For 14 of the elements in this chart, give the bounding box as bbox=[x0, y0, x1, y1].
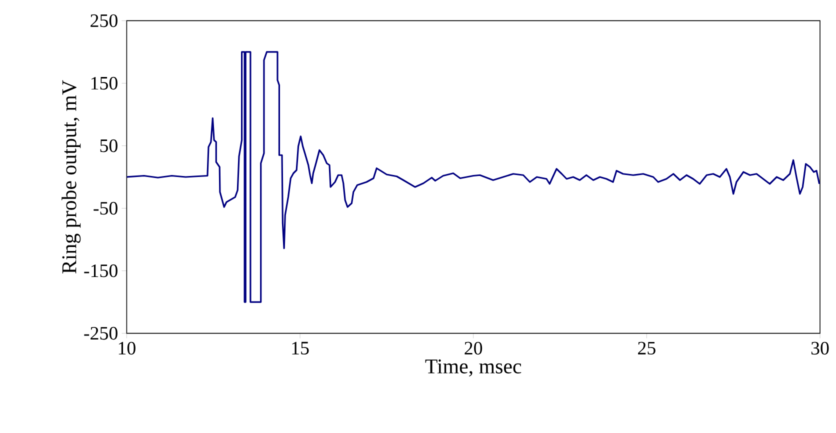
x-tick-label: 20 bbox=[464, 342, 482, 355]
x-tick-label: 15 bbox=[292, 342, 309, 355]
y-tick-label: 250 bbox=[90, 14, 118, 28]
y-tick-label: 150 bbox=[91, 76, 118, 90]
x-tick-label: 25 bbox=[638, 342, 656, 355]
y-tick-label: -150 bbox=[84, 264, 118, 278]
y-axis-title: Ring probe output, mV bbox=[62, 80, 81, 274]
line-series bbox=[126, 51, 820, 303]
y-tick-label: 50 bbox=[100, 139, 118, 152]
x-axis-title: Time, msec bbox=[425, 359, 522, 377]
x-tick-label: 30 bbox=[811, 342, 829, 355]
y-tick-label: -250 bbox=[84, 326, 118, 340]
x-tick-label: 10 bbox=[118, 342, 136, 355]
y-tick-label: -50 bbox=[94, 202, 118, 215]
